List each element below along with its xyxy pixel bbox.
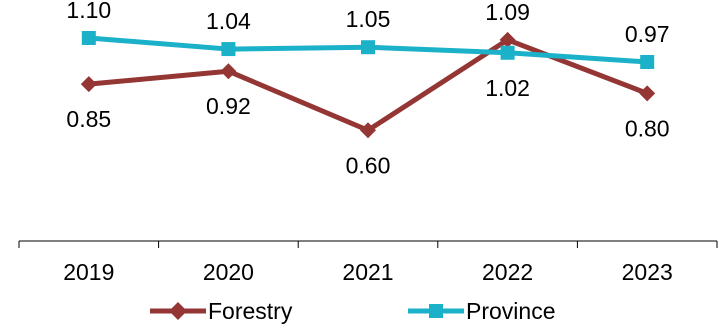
series-group	[80, 30, 656, 139]
legend-marker-forestry	[169, 302, 187, 320]
x-tick-label: 2022	[482, 259, 533, 285]
data-label-province-point-2023: 0.97	[625, 21, 670, 47]
data-label-forestry-point-2022: 1.09	[485, 0, 530, 25]
forestry-point-2020	[220, 63, 237, 80]
forestry-point-2022	[499, 31, 516, 48]
data-label-province-point-2019: 1.10	[66, 0, 111, 23]
data-label-forestry-point-2023: 0.80	[625, 115, 670, 141]
legend-label-forestry: Forestry	[208, 298, 293, 324]
legend: Forestry Province	[150, 298, 555, 324]
forestry-point-2021	[360, 122, 376, 139]
data-label-forestry-point-2021: 0.60	[346, 152, 391, 178]
forestry-point-2023	[639, 85, 656, 102]
forestry-point-2019	[80, 76, 97, 93]
data-label-province-point-2020: 1.04	[206, 8, 251, 34]
legend-marker-province	[429, 304, 443, 318]
province-point-2019	[81, 30, 96, 45]
x-tick-label: 2023	[622, 259, 673, 285]
province-point-2021	[361, 40, 375, 55]
x-axis: 2019 2020 2021 2022 2023	[18, 240, 718, 285]
data-labels: 0.85 0.92 0.60 1.09 0.80 1.10 1.04 1.05 1.02 0.97	[66, 0, 669, 178]
data-label-province-point-2021: 1.05	[346, 6, 391, 32]
province-point-2022	[500, 45, 515, 60]
legend-label-province: Province	[466, 298, 555, 324]
data-label-forestry-point-2020: 0.92	[206, 93, 251, 119]
data-label-province-point-2022: 1.02	[485, 75, 530, 101]
province-point-2020	[221, 42, 236, 57]
x-tick-label: 2019	[63, 259, 114, 285]
data-label-forestry-point-2019: 0.85	[66, 106, 111, 132]
province-point-2023	[640, 54, 655, 69]
x-tick-label: 2020	[203, 259, 254, 285]
x-tick-label: 2021	[342, 259, 393, 285]
